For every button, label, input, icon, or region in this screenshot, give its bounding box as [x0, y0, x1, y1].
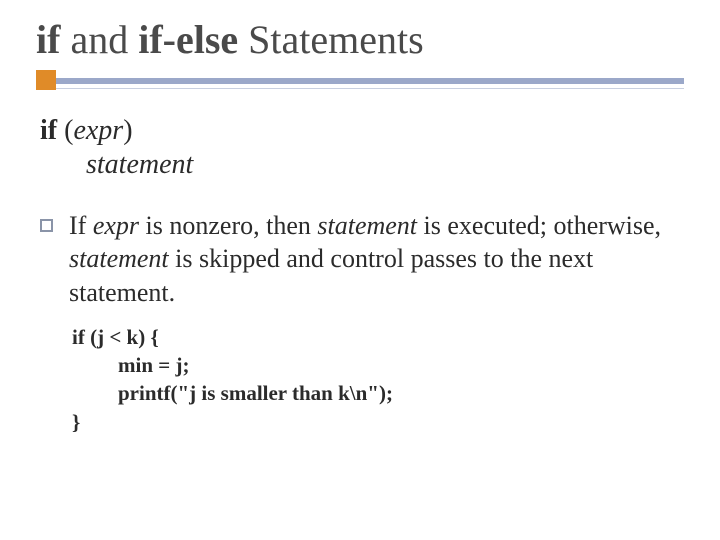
- accent-bar: [36, 72, 684, 84]
- bt1: If: [69, 211, 93, 240]
- bullet-text: If expr is nonzero, then statement is ex…: [69, 209, 684, 309]
- code-line-4: }: [72, 408, 684, 436]
- be1: expr: [93, 211, 139, 240]
- slide-body: if (expr) statement If expr is nonzero, …: [36, 115, 684, 436]
- bt3: is executed; otherwise,: [417, 211, 661, 240]
- bt2: is nonzero, then: [139, 211, 317, 240]
- syntax-expr: expr: [73, 115, 123, 146]
- syntax-line-2: statement: [40, 149, 684, 181]
- accent-thick-line: [56, 78, 684, 84]
- syntax-paren-close: ): [123, 115, 132, 146]
- code-line-3: printf("j is smaller than k\n");: [72, 379, 684, 407]
- title-kw-if: if: [36, 17, 60, 62]
- title-and: and: [60, 17, 138, 62]
- syntax-line-1: if (expr): [40, 115, 684, 147]
- syntax-keyword-if: if: [40, 115, 57, 146]
- be3: statement: [69, 244, 169, 273]
- syntax-paren-open: (: [57, 115, 73, 146]
- accent-thin-line: [36, 88, 684, 89]
- accent-square-icon: [36, 70, 56, 90]
- title-kw-ifelse: if-else: [138, 17, 238, 62]
- code-line-2: min = j;: [72, 351, 684, 379]
- title-statements: Statements: [238, 17, 424, 62]
- bullet-square-icon: [40, 219, 53, 232]
- slide-title: if and if-else Statements: [36, 18, 684, 62]
- slide: if and if-else Statements if (expr) stat…: [0, 0, 720, 540]
- be2: statement: [317, 211, 417, 240]
- code-block: if (j < k) { min = j; printf("j is small…: [40, 323, 684, 436]
- bullet-item: If expr is nonzero, then statement is ex…: [40, 209, 684, 309]
- code-line-1: if (j < k) {: [72, 323, 684, 351]
